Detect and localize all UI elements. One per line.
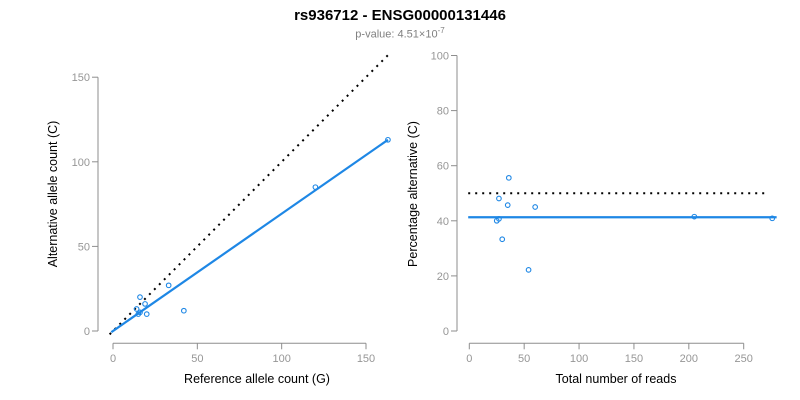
- data-point: [496, 195, 502, 202]
- y-tick-label: 50: [78, 241, 90, 253]
- x-axis-title: Total number of reads: [556, 372, 677, 386]
- data-point: [525, 266, 532, 273]
- percentage-vs-reads-scatter: 0 50 100 150 200 250 0 20 40 60 80 100 Total number …: [406, 51, 777, 386]
- data-point: [137, 294, 143, 301]
- y-tick-label: 40: [437, 216, 449, 228]
- allele-counts-scatter: 0 50 100 150 0 50 100 150 Reference allele count…: [46, 53, 391, 386]
- data-point: [499, 236, 506, 243]
- data-point: [532, 204, 539, 210]
- x-tick-label: 50: [191, 353, 203, 365]
- data-point: [312, 184, 319, 191]
- pvalue-text: p-value: 4.51×10: [355, 28, 438, 41]
- x-tick-label: 150: [625, 353, 643, 365]
- pvalue-exponent: -7: [437, 26, 445, 35]
- x-axis-title: Reference allele count (G): [184, 372, 330, 386]
- data-point: [504, 202, 511, 208]
- data-point: [133, 306, 140, 312]
- page-title: rs936712 - ENSG00000131446: [294, 7, 506, 24]
- data-point: [165, 282, 172, 289]
- x-tick-label: 150: [357, 353, 375, 365]
- data-point: [769, 215, 776, 222]
- data-point: [137, 309, 143, 316]
- x-tick-label: 0: [110, 353, 116, 365]
- x-tick-label: 250: [735, 353, 753, 365]
- y-axis-title: Percentage alternative (C): [406, 121, 420, 267]
- data-point: [143, 311, 150, 317]
- x-tick-label: 100: [570, 353, 588, 365]
- data-point: [142, 301, 148, 307]
- x-tick-label: 100: [272, 353, 290, 365]
- x-tick-label: 50: [518, 353, 530, 365]
- y-tick-label: 0: [84, 326, 90, 338]
- data-point: [505, 174, 512, 181]
- y-tick-label: 80: [437, 106, 449, 118]
- y-tick-label: 150: [72, 72, 90, 84]
- reference-dotted-line: [108, 53, 390, 336]
- fit-line: [110, 138, 389, 334]
- y-tick-label: 100: [431, 51, 449, 63]
- data-point: [691, 213, 698, 220]
- y-axis-title: Alternative allele count (C): [46, 121, 60, 268]
- data-point: [180, 307, 187, 314]
- x-tick-label: 200: [680, 353, 698, 365]
- y-tick-label: 0: [443, 326, 449, 338]
- y-tick-label: 20: [437, 271, 449, 283]
- y-tick-label: 100: [72, 157, 90, 169]
- x-tick-label: 0: [466, 353, 472, 365]
- data-point: [385, 136, 391, 143]
- pvalue-subtitle: p-value: 4.51×10-7: [0, 26, 800, 41]
- data-point: [496, 216, 502, 222]
- y-tick-label: 60: [437, 161, 449, 173]
